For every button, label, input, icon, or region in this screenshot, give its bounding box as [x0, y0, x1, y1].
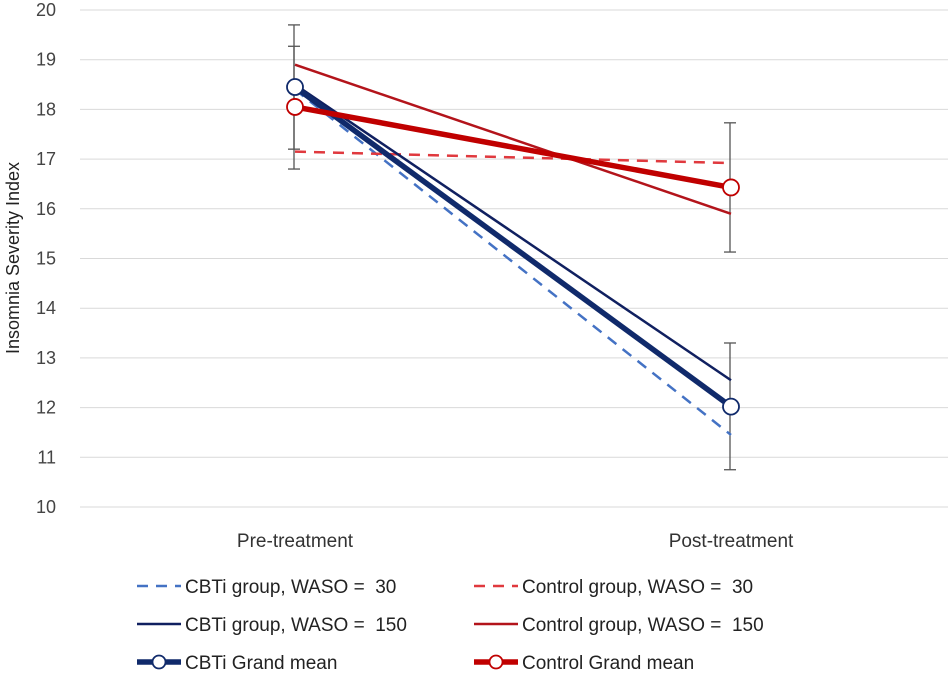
legend-label: Control group, WASO = 150 — [522, 615, 764, 636]
y-tick-label: 10 — [36, 497, 56, 517]
y-tick-label: 19 — [36, 50, 56, 70]
x-axis-categories: Pre-treatment Post-treatment — [237, 531, 794, 552]
y-tick-label: 20 — [36, 0, 56, 20]
y-axis-ticks: 10 11 12 13 14 15 16 17 18 19 20 — [36, 0, 56, 517]
series-line-ctrl-w30 — [294, 150, 732, 165]
x-category-label: Post-treatment — [669, 531, 794, 552]
legend-label: Control group, WASO = 30 — [522, 577, 753, 598]
gridlines — [80, 9, 948, 508]
y-tick-label: 15 — [36, 249, 56, 269]
data-point-cbti-mean — [286, 78, 304, 96]
series-line-ctrl-mean — [294, 104, 732, 191]
legend-marker-ctrl-mean — [488, 654, 504, 670]
data-point-cbti-mean — [722, 397, 740, 416]
y-tick-label: 17 — [36, 149, 56, 169]
y-tick-label: 13 — [36, 348, 56, 368]
series-markers — [286, 78, 740, 416]
series-line-cbti-mean — [293, 84, 733, 409]
series-line-ctrl-w150 — [294, 63, 732, 215]
y-tick-label: 18 — [36, 99, 56, 119]
y-tick-label: 14 — [36, 298, 56, 318]
x-category-label: Pre-treatment — [237, 531, 354, 552]
legend-marker-cbti-mean — [151, 654, 167, 670]
legend: CBTi group, WASO = 30 Control group, WASO… — [137, 577, 764, 674]
legend-label: CBTi Grand mean — [185, 653, 337, 674]
y-tick-label: 12 — [36, 398, 56, 418]
y-tick-label: 11 — [37, 447, 56, 467]
data-point-ctrl-mean — [286, 98, 304, 116]
series-line-cbti-w30 — [294, 88, 732, 436]
series-line-cbti-w150 — [294, 83, 732, 382]
legend-label: Control Grand mean — [522, 653, 694, 674]
legend-label: CBTi group, WASO = 150 — [185, 615, 407, 636]
y-axis-label: Insomnia Severity Index — [3, 162, 23, 354]
data-point-ctrl-mean — [722, 178, 740, 197]
series-lines — [293, 63, 733, 436]
legend-label: CBTi group, WASO = 30 — [185, 577, 396, 598]
y-tick-label: 16 — [36, 199, 56, 219]
